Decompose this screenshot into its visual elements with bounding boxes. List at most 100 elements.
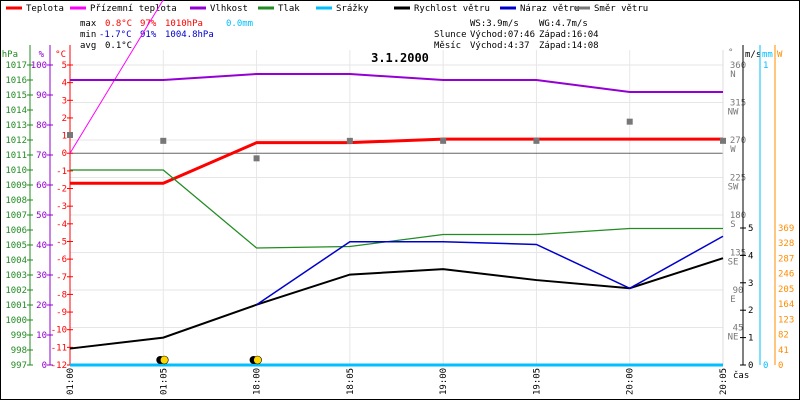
- hpa-tick-label: 1004: [5, 256, 27, 266]
- hpa-tick-label: 1008: [5, 196, 27, 206]
- x-tick-label: 01:00: [66, 368, 76, 395]
- dir-compass-label: NE: [728, 333, 739, 343]
- hpa-tick-label: 1014: [5, 106, 27, 116]
- temp-tick-label: -1: [56, 167, 67, 177]
- temp-tick-label: -4: [56, 220, 67, 230]
- wind-gust-max: WG:4.7m/s: [539, 19, 588, 29]
- hpa-tick-label: 1015: [5, 91, 27, 101]
- x-tick-label: 19:00: [439, 368, 449, 395]
- legend-label: Teplota: [26, 4, 64, 14]
- w-tick-label: 0: [778, 361, 783, 371]
- astro-block: WS:3.9m/s WG:4.7m/s Slunce Východ:07:46 …: [434, 19, 599, 51]
- w-tick-label: 205: [778, 285, 794, 295]
- stats-avg-temp: 0.1°C: [105, 41, 132, 51]
- temp-tick-label: -12: [51, 361, 67, 371]
- w-tick-label: 41: [778, 346, 789, 356]
- temp-tick-label: -7: [56, 273, 67, 283]
- wind-direction-point: [346, 137, 353, 144]
- dir-tick-label: 45: [733, 324, 744, 334]
- x-tick-label: 18:00: [253, 368, 263, 395]
- humidity-tick-label: 10: [36, 331, 47, 341]
- temp-tick-label: -10: [51, 326, 67, 336]
- w-tick-label: 123: [778, 315, 794, 325]
- humidity-tick-label: 40: [36, 241, 47, 251]
- sun-label: Slunce: [434, 30, 467, 40]
- humidity-tick-label: 90: [36, 91, 47, 101]
- wind-direction-point: [160, 137, 167, 144]
- w-tick-label: 82: [778, 331, 789, 341]
- series-line-vlhkost: [70, 73, 723, 93]
- temp-tick-label: 2: [62, 114, 67, 124]
- temp-axis-label: °C: [55, 50, 66, 60]
- w-tick-label: 328: [778, 239, 794, 249]
- wind-tick-label: 3: [748, 279, 753, 289]
- x-axis-label: čas: [733, 370, 749, 381]
- temp-tick-label: -8: [56, 290, 67, 300]
- legend-label: Vlhkost: [210, 4, 248, 14]
- dir-compass-label: S: [730, 220, 735, 230]
- hpa-tick-label: 1000: [5, 316, 27, 326]
- temp-tick-label: -5: [56, 237, 67, 247]
- temp-tick-label: 3: [62, 96, 67, 106]
- stats-min-temp: -1.7°C: [99, 30, 132, 40]
- legend-label: Směr větru: [594, 4, 648, 14]
- w-tick-label: 369: [778, 224, 794, 234]
- series-line-přízemní-teplota: [69, 0, 164, 154]
- stats-min-hum: 91%: [140, 30, 157, 40]
- stats-max-temp: 0.8°C: [105, 19, 132, 29]
- sun-icon: [253, 355, 262, 365]
- grid: [69, 50, 724, 366]
- dir-tick-label: 135: [730, 249, 746, 259]
- series-line-náraz-větru: [256, 235, 724, 306]
- dir-compass-label: SW: [728, 183, 739, 193]
- hpa-tick-label: 1003: [5, 271, 27, 281]
- wind-tick-label: 0: [748, 361, 753, 371]
- temp-tick-label: -3: [56, 202, 67, 212]
- temp-tick-label: 4: [62, 79, 67, 89]
- dir-compass-label: E: [730, 295, 735, 305]
- x-tick-label: 01:05: [159, 368, 169, 395]
- hpa-tick-label: 1006: [5, 226, 27, 236]
- legend-label: Tlak: [278, 4, 300, 14]
- wind-tick-label: 2: [748, 306, 753, 316]
- dir-compass-label: NW: [728, 108, 739, 118]
- axes: hPa1017101610151014101310121011101010091…: [2, 45, 794, 371]
- temp-tick-label: 1: [62, 132, 67, 142]
- hpa-tick-label: 997: [11, 361, 27, 371]
- chart-title: 3.1.2000: [371, 51, 429, 65]
- temp-tick-label: -9: [56, 308, 67, 318]
- hpa-tick-label: 1007: [5, 211, 27, 221]
- stats-max-rain: 0.0mm: [226, 19, 253, 29]
- wind-tick-label: 1: [748, 334, 753, 344]
- sun-rise: Východ:07:46: [470, 30, 535, 40]
- x-tick-label: 20:05: [719, 368, 729, 395]
- hpa-tick-label: 1002: [5, 286, 27, 296]
- x-axis: 01:00 01:05 18:00 18:05 19:00 19:05 20:00 20:05…: [66, 368, 749, 395]
- wind-tick-label: 5: [748, 224, 753, 234]
- hpa-tick-label: 1017: [5, 61, 27, 71]
- hpa-tick-label: 1012: [5, 136, 27, 146]
- hpa-tick-label: 1011: [5, 151, 27, 161]
- sun-set: Západ:16:04: [539, 30, 599, 40]
- w-tick-label: 164: [778, 300, 794, 310]
- temp-tick-label: -11: [51, 343, 67, 353]
- hpa-tick-label: 1010: [5, 166, 27, 176]
- legend-label: Přízemní teplota: [90, 4, 177, 14]
- wind-direction-point: [720, 137, 726, 144]
- humidity-tick-label: 100: [31, 61, 47, 71]
- moon-set: Západ:14:08: [539, 41, 599, 51]
- dir-tick-label: 180: [730, 211, 746, 221]
- humidity-tick-label: 70: [36, 151, 47, 161]
- wind-direction-point: [440, 137, 447, 144]
- dir-tick-label: 225: [730, 174, 746, 184]
- hpa-tick-label: 1001: [5, 301, 27, 311]
- wind-speed-max: WS:3.9m/s: [470, 19, 519, 29]
- stats-avg-label: avg: [80, 41, 96, 51]
- hpa-tick-label: 1013: [5, 121, 27, 131]
- temp-tick-label: -2: [56, 185, 67, 195]
- temp-tick-label: -6: [56, 255, 67, 265]
- wind-direction-point: [67, 132, 73, 138]
- stats-max-press: 1010hPa: [165, 19, 203, 29]
